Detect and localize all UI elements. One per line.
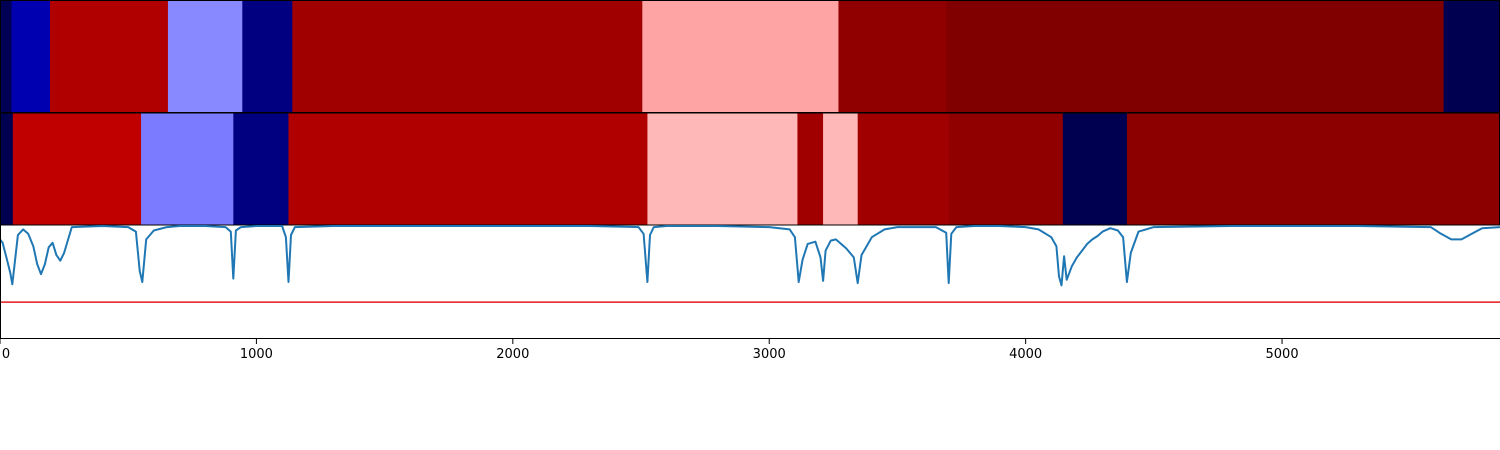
x-tick-label-1000: 1000 — [240, 347, 273, 362]
signal-trace-line — [0, 225, 1500, 287]
bottom-segment-band-segment-3 — [233, 113, 290, 225]
bottom-segment-band-segment-4 — [288, 113, 649, 225]
x-tick-label-3000: 3000 — [753, 347, 786, 362]
bottom-segment-band-segment-5 — [647, 113, 799, 225]
signal-trace-panel — [0, 225, 1500, 339]
x-tick-label-2000: 2000 — [496, 347, 529, 362]
bottom-segment-band-segment-9 — [948, 113, 1064, 225]
bottom-segment-band-segment-7 — [823, 113, 859, 225]
top-segment-band-segment-4 — [242, 1, 293, 112]
bottom-segment-band-segment-0 — [0, 113, 14, 225]
bottom-segment-band-segment-2 — [141, 113, 234, 225]
bottom-segment-band-segment-1 — [12, 113, 142, 225]
top-segment-band-segment-2 — [50, 1, 169, 112]
top-segment-band — [0, 1, 1500, 112]
bottom-segment-band-segment-11 — [1126, 113, 1500, 225]
top-segment-band-segment-0 — [0, 1, 13, 112]
top-segment-band-segment-1 — [11, 1, 51, 112]
bottom-segment-band-segment-6 — [797, 113, 824, 225]
top-segment-band-segment-7 — [838, 1, 947, 112]
x-axis-ticks: 0 1000 2000 3000 4000 5000 — [0, 338, 1299, 362]
top-segment-band-segment-3 — [167, 1, 243, 112]
top-segment-band-segment-5 — [292, 1, 643, 112]
top-segment-band-segment-8 — [946, 1, 1445, 112]
top-segment-band-segment-6 — [642, 1, 840, 112]
bottom-segment-band-segment-8 — [857, 113, 950, 225]
x-tick-label-4000: 4000 — [1009, 347, 1042, 362]
x-tick-label-0: 0 — [2, 347, 10, 362]
x-tick-label-5000: 5000 — [1266, 347, 1299, 362]
bottom-segment-band-segment-10 — [1062, 113, 1128, 225]
bottom-segment-band — [0, 113, 1500, 225]
top-segment-band-segment-9 — [1443, 1, 1500, 112]
